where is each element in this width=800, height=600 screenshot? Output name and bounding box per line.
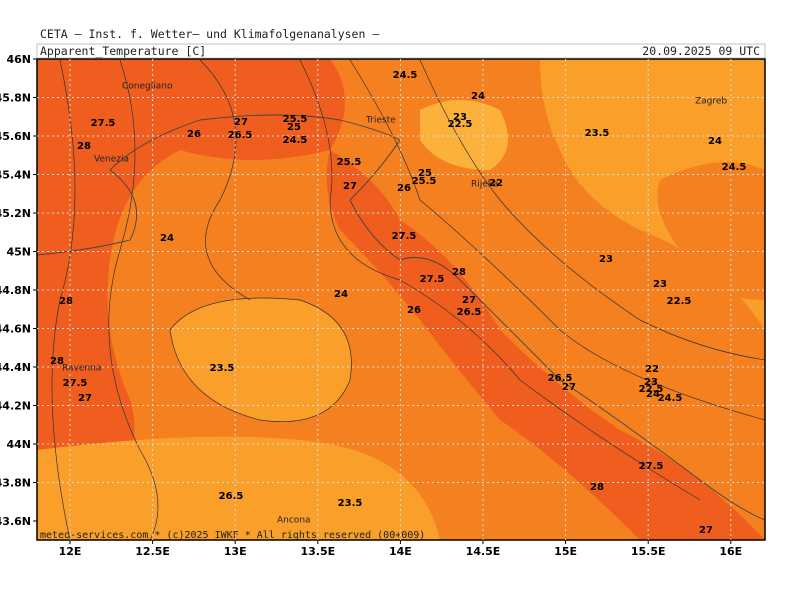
contour-label: 27.5 bbox=[639, 461, 664, 472]
contour-label: 27 bbox=[462, 295, 476, 306]
contour-label: 26 bbox=[397, 183, 411, 194]
contour-label: 22.5 bbox=[639, 384, 664, 395]
lat-label: 45.2N bbox=[0, 207, 31, 220]
lat-label: 44.4N bbox=[0, 361, 31, 374]
lon-label: 14E bbox=[389, 545, 412, 558]
lat-label: 44N bbox=[6, 438, 31, 451]
map-frame bbox=[36, 58, 766, 541]
contour-label: 23 bbox=[453, 112, 467, 123]
lon-label: 15.5E bbox=[631, 545, 666, 558]
header-timestamp: 20.09.2025 09 UTC bbox=[642, 44, 760, 58]
contour-label: 25.5 bbox=[283, 114, 308, 125]
contour-label: 23.5 bbox=[585, 128, 610, 139]
city-label: Ancona bbox=[277, 516, 311, 526]
contour-label: 24 bbox=[160, 233, 174, 244]
contour-label: 27.5 bbox=[91, 118, 116, 129]
contour-label: 27 bbox=[234, 117, 248, 128]
lon-label: 13.5E bbox=[300, 545, 335, 558]
city-label: Ravenna bbox=[62, 364, 101, 374]
contour-label: 28 bbox=[50, 356, 64, 367]
contour-label: 27.5 bbox=[392, 231, 417, 242]
lat-label: 45.6N bbox=[0, 130, 31, 143]
footer: meteo-services.com * (c)2025 IWKF * All … bbox=[40, 530, 425, 541]
map-fill bbox=[37, 59, 765, 540]
header-source: CETA — Inst. f. Wetter— und Klimafolgena… bbox=[40, 27, 379, 41]
contour-label: 24.5 bbox=[283, 135, 308, 146]
city-label: Rijeka bbox=[471, 180, 498, 190]
lat-label: 43.6N bbox=[0, 515, 31, 528]
contour-label: 24.5 bbox=[722, 162, 747, 173]
lat-label: 45N bbox=[6, 246, 31, 259]
contour-label: 22 bbox=[489, 178, 503, 189]
contour-label: 28 bbox=[452, 267, 466, 278]
contour-label: 26 bbox=[407, 305, 421, 316]
contour-label: 25.5 bbox=[412, 176, 437, 187]
contour-label: 27.5 bbox=[63, 378, 88, 389]
contour-label: 22.5 bbox=[667, 296, 692, 307]
lat-label: 44.8N bbox=[0, 284, 31, 297]
lat-label: 44.6N bbox=[0, 323, 31, 336]
contour-label: 28 bbox=[59, 296, 73, 307]
lat-label: 45.4N bbox=[0, 169, 31, 182]
contour-label: 26 bbox=[187, 129, 201, 140]
contour-label: 26.5 bbox=[219, 491, 244, 502]
lon-label: 12.5E bbox=[135, 545, 170, 558]
lon-label: 15E bbox=[554, 545, 577, 558]
contour-label: 24.5 bbox=[393, 70, 418, 81]
city-label: Conegliano bbox=[122, 82, 173, 92]
lat-label: 44.2N bbox=[0, 400, 31, 413]
contour-label: 22 bbox=[645, 364, 659, 375]
city-label: Zagreb bbox=[695, 97, 727, 107]
lat-label: 45.8N bbox=[0, 92, 31, 105]
contour-label: 24.5 bbox=[658, 393, 683, 404]
contour-label: 28 bbox=[590, 482, 604, 493]
contour-label: 24 bbox=[708, 136, 722, 147]
contour-label: 26.5 bbox=[548, 373, 573, 384]
contour-label: 22.5 bbox=[448, 119, 473, 130]
contour-label: 27.5 bbox=[420, 274, 445, 285]
lat-label: 46N bbox=[6, 53, 31, 66]
contour-label: 24 bbox=[471, 91, 485, 102]
contour-label: 27 bbox=[343, 181, 357, 192]
city-label: Trieste bbox=[365, 116, 396, 126]
contour-label: 28 bbox=[77, 141, 91, 152]
header-bar bbox=[36, 43, 766, 59]
city-label: Venezia bbox=[94, 155, 129, 165]
contour-label: 23 bbox=[644, 377, 658, 388]
contour-label: 25 bbox=[418, 168, 432, 179]
lon-label: 13E bbox=[224, 545, 247, 558]
contour-label: 23.5 bbox=[338, 498, 363, 509]
contour-label: 24 bbox=[334, 289, 348, 300]
contour-label: 24 bbox=[646, 389, 660, 400]
contour-label: 23.5 bbox=[210, 363, 235, 374]
contour-label: 23 bbox=[599, 254, 613, 265]
lon-label: 14.5E bbox=[466, 545, 501, 558]
header-variable: Apparent_Temperature [C] bbox=[40, 44, 206, 58]
contour-label: 27 bbox=[699, 525, 713, 536]
lon-label: 16E bbox=[719, 545, 742, 558]
contour-label: 27 bbox=[562, 382, 576, 393]
lat-label: 43.8N bbox=[0, 477, 31, 490]
contour-label: 26.5 bbox=[228, 130, 253, 141]
contour-label: 23 bbox=[653, 279, 667, 290]
contour-label: 25.5 bbox=[337, 157, 362, 168]
contour-label: 26.5 bbox=[457, 307, 482, 318]
contour-label: 27 bbox=[78, 393, 92, 404]
contour-label: 25 bbox=[287, 122, 301, 133]
lon-label: 12E bbox=[59, 545, 82, 558]
